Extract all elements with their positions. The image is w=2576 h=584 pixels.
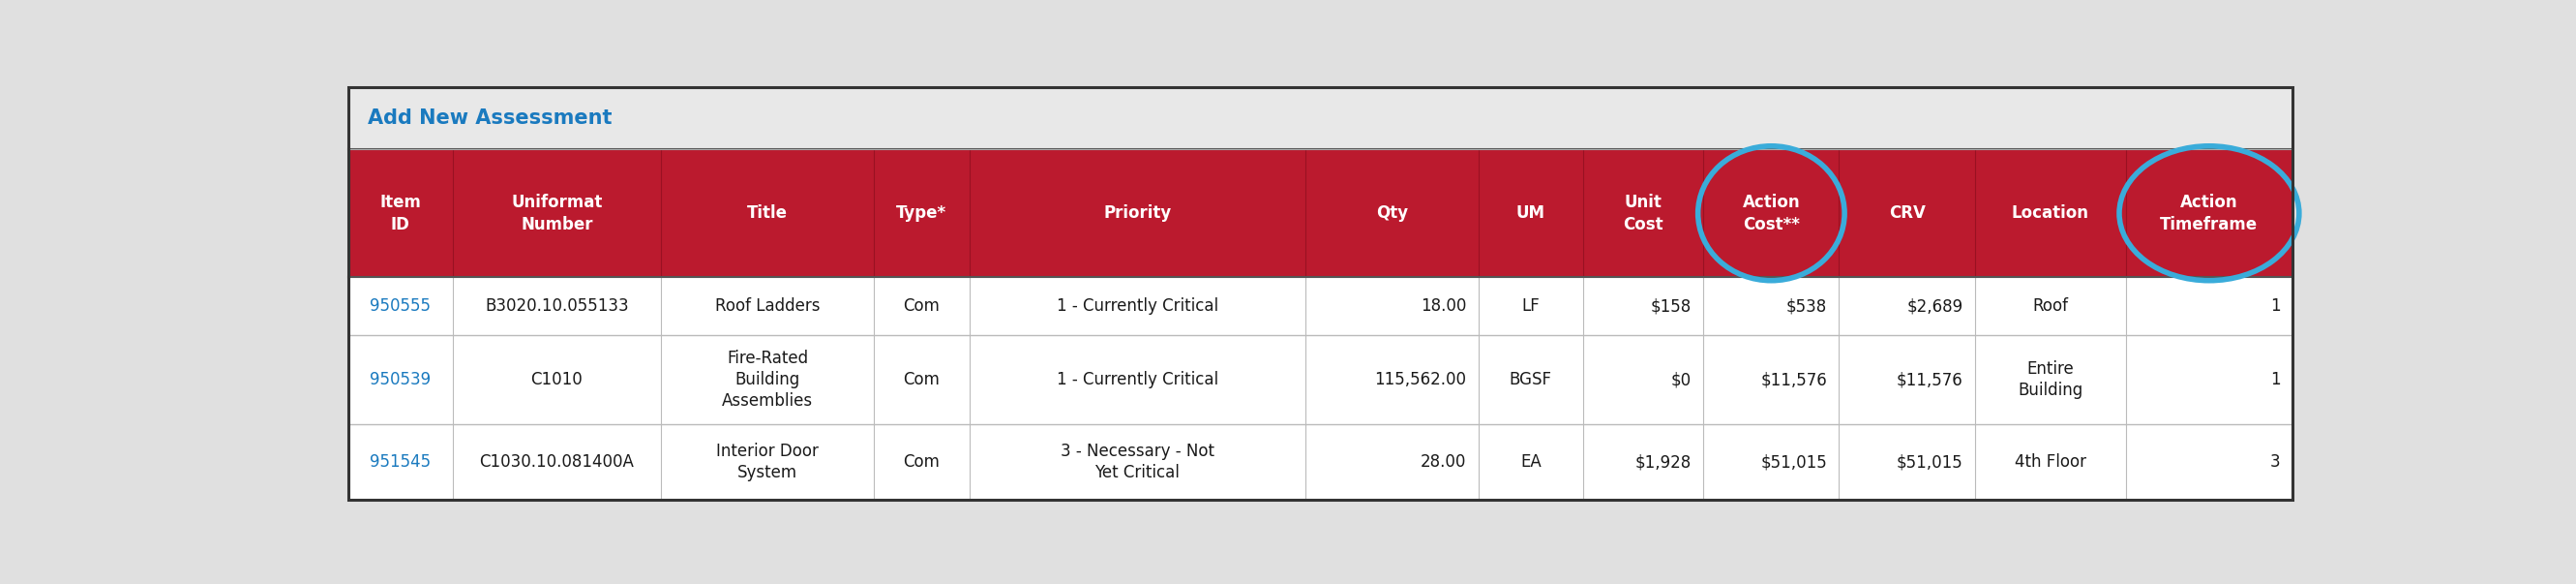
Text: 950539: 950539	[371, 371, 430, 388]
Text: UM: UM	[1517, 204, 1546, 222]
Text: $0: $0	[1672, 371, 1692, 388]
Text: 1 - Currently Critical: 1 - Currently Critical	[1056, 297, 1218, 315]
Text: Add New Assessment: Add New Assessment	[368, 109, 613, 128]
Text: CRV: CRV	[1888, 204, 1924, 222]
Text: 4th Floor: 4th Floor	[2014, 453, 2087, 471]
Text: Roof Ladders: Roof Ladders	[716, 297, 819, 315]
Text: Item
ID: Item ID	[379, 193, 420, 233]
Text: $51,015: $51,015	[1896, 453, 1963, 471]
Text: Action
Cost**: Action Cost**	[1741, 193, 1801, 233]
Text: 951545: 951545	[371, 453, 430, 471]
Text: 18.00: 18.00	[1419, 297, 1466, 315]
Text: BGSF: BGSF	[1510, 371, 1551, 388]
Text: B3020.10.055133: B3020.10.055133	[484, 297, 629, 315]
Bar	[348, 150, 2293, 277]
Text: Qty: Qty	[1376, 204, 1409, 222]
Text: 3: 3	[2269, 453, 2280, 471]
Bar	[348, 277, 2293, 335]
Text: Fire-Rated
Building
Assemblies: Fire-Rated Building Assemblies	[721, 350, 814, 410]
Text: Action
Timeframe: Action Timeframe	[2161, 193, 2259, 233]
Text: $1,928: $1,928	[1636, 453, 1692, 471]
Bar	[348, 425, 2293, 499]
Text: Entire
Building: Entire Building	[2017, 360, 2084, 399]
Text: $51,015: $51,015	[1759, 453, 1826, 471]
Text: $2,689: $2,689	[1906, 297, 1963, 315]
Text: $11,576: $11,576	[1759, 371, 1826, 388]
Bar	[348, 335, 2293, 425]
Text: 1: 1	[2269, 371, 2280, 388]
Text: Interior Door
System: Interior Door System	[716, 443, 819, 481]
Text: Priority: Priority	[1103, 204, 1172, 222]
Text: EA: EA	[1520, 453, 1540, 471]
Text: 28.00: 28.00	[1419, 453, 1466, 471]
Text: Unit
Cost: Unit Cost	[1623, 193, 1664, 233]
Text: 950555: 950555	[371, 297, 430, 315]
Text: C1030.10.081400A: C1030.10.081400A	[479, 453, 634, 471]
Text: Type*: Type*	[896, 204, 948, 222]
Text: 115,562.00: 115,562.00	[1376, 371, 1466, 388]
Text: 3 - Necessary - Not
Yet Critical: 3 - Necessary - Not Yet Critical	[1061, 443, 1213, 481]
Text: Title: Title	[747, 204, 788, 222]
Text: $11,576: $11,576	[1896, 371, 1963, 388]
Text: 1 - Currently Critical: 1 - Currently Critical	[1056, 371, 1218, 388]
Text: Uniformat
Number: Uniformat Number	[510, 193, 603, 233]
Text: 1: 1	[2269, 297, 2280, 315]
Text: LF: LF	[1522, 297, 1540, 315]
Text: Roof: Roof	[2032, 297, 2069, 315]
Text: C1010: C1010	[531, 371, 582, 388]
Text: Location: Location	[2012, 204, 2089, 222]
Bar	[348, 87, 2293, 150]
Text: Com: Com	[904, 371, 940, 388]
Text: $158: $158	[1651, 297, 1692, 315]
Text: Com: Com	[904, 297, 940, 315]
Text: Com: Com	[904, 453, 940, 471]
Text: $538: $538	[1785, 297, 1826, 315]
